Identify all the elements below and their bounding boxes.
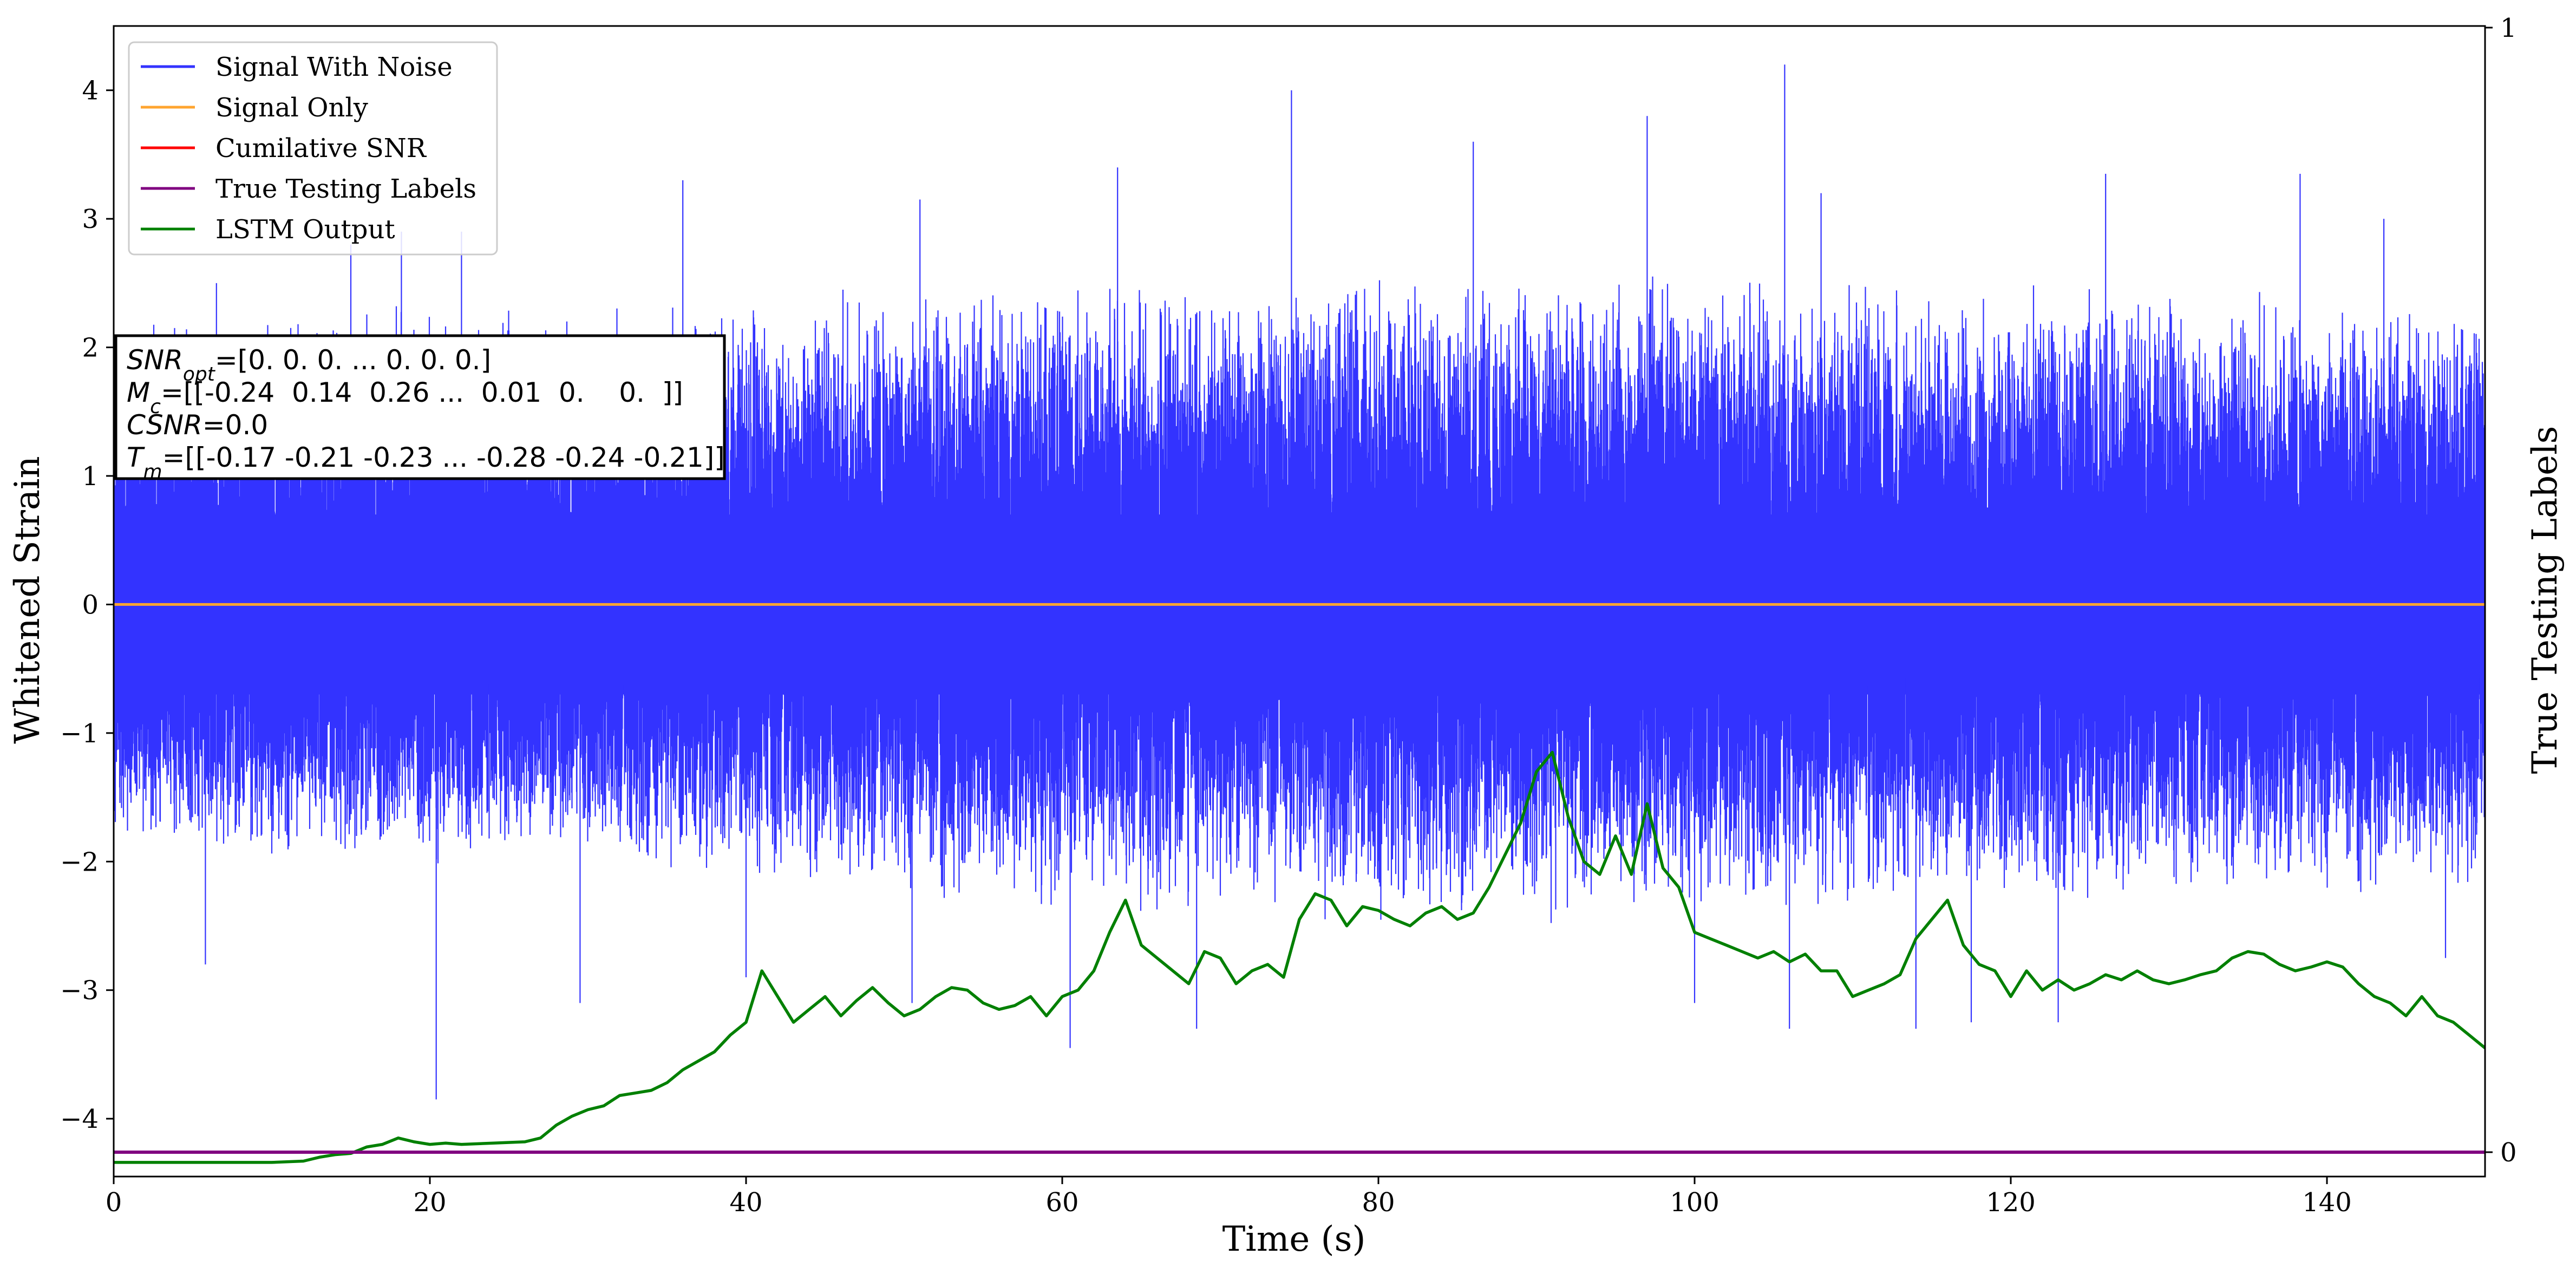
y-tick-label: −4 bbox=[60, 1104, 99, 1134]
info-line: Mc=[[-0.24 0.14 0.26 ... 0.01 0. 0. ]] bbox=[127, 377, 683, 418]
y-tick-label: 0 bbox=[82, 590, 99, 620]
legend-label: True Testing Labels bbox=[215, 174, 476, 204]
x-tick-label: 60 bbox=[1045, 1187, 1078, 1218]
legend: Signal With Noise Signal Only Cumilative S… bbox=[128, 41, 498, 256]
y-tick-label: 4 bbox=[82, 76, 99, 106]
info-line: SNRopt=[0. 0. 0. ... 0. 0. 0.] bbox=[127, 344, 491, 386]
legend-label: LSTM Output bbox=[215, 214, 395, 245]
x-tick-label: 40 bbox=[729, 1187, 762, 1218]
y-tick-label: −2 bbox=[60, 847, 99, 877]
x-tick-label: 120 bbox=[1986, 1187, 2036, 1218]
plot-frame bbox=[113, 25, 2486, 1178]
y-axis-label: Whitened Strain bbox=[8, 456, 48, 743]
y-tick-label: 1 bbox=[82, 461, 99, 492]
info-line: CSNR=0.0 bbox=[127, 409, 268, 441]
y-tick-label: 3 bbox=[82, 204, 99, 234]
series-group bbox=[114, 64, 2485, 1164]
info-line: Tm=[[-0.17 -0.21 -0.23 ... -0.28 -0.24 -… bbox=[127, 442, 725, 483]
info-box: SNRopt=[0. 0. 0. ... 0. 0. 0.]Mc=[[-0.24… bbox=[114, 334, 726, 483]
legend-label: Signal With Noise bbox=[215, 52, 453, 82]
y2-axis-label: True Testing Labels bbox=[2525, 426, 2565, 774]
series-lstm-output bbox=[114, 750, 2485, 1164]
y2-tick-label: 0 bbox=[2500, 1138, 2517, 1168]
y-tick-label: −3 bbox=[60, 976, 99, 1006]
info-box-frame bbox=[114, 334, 726, 480]
plot-area bbox=[114, 64, 2485, 1164]
legend-label: Signal Only bbox=[215, 93, 368, 123]
legend-box bbox=[128, 41, 498, 256]
y2-tick-label: 1 bbox=[2500, 13, 2517, 43]
x-axis-label: Time (s) bbox=[1222, 1219, 1366, 1259]
x-tick-label: 80 bbox=[1362, 1187, 1395, 1218]
x-tick-label: 20 bbox=[413, 1187, 446, 1218]
legend-label: Cumilative SNR bbox=[215, 133, 427, 164]
y-tick-label: 2 bbox=[82, 333, 99, 363]
x-tick-label: 0 bbox=[106, 1187, 122, 1218]
y-tick-label: −1 bbox=[60, 718, 99, 749]
x-tick-label: 100 bbox=[1670, 1187, 1719, 1218]
x-tick-label: 140 bbox=[2302, 1187, 2352, 1218]
